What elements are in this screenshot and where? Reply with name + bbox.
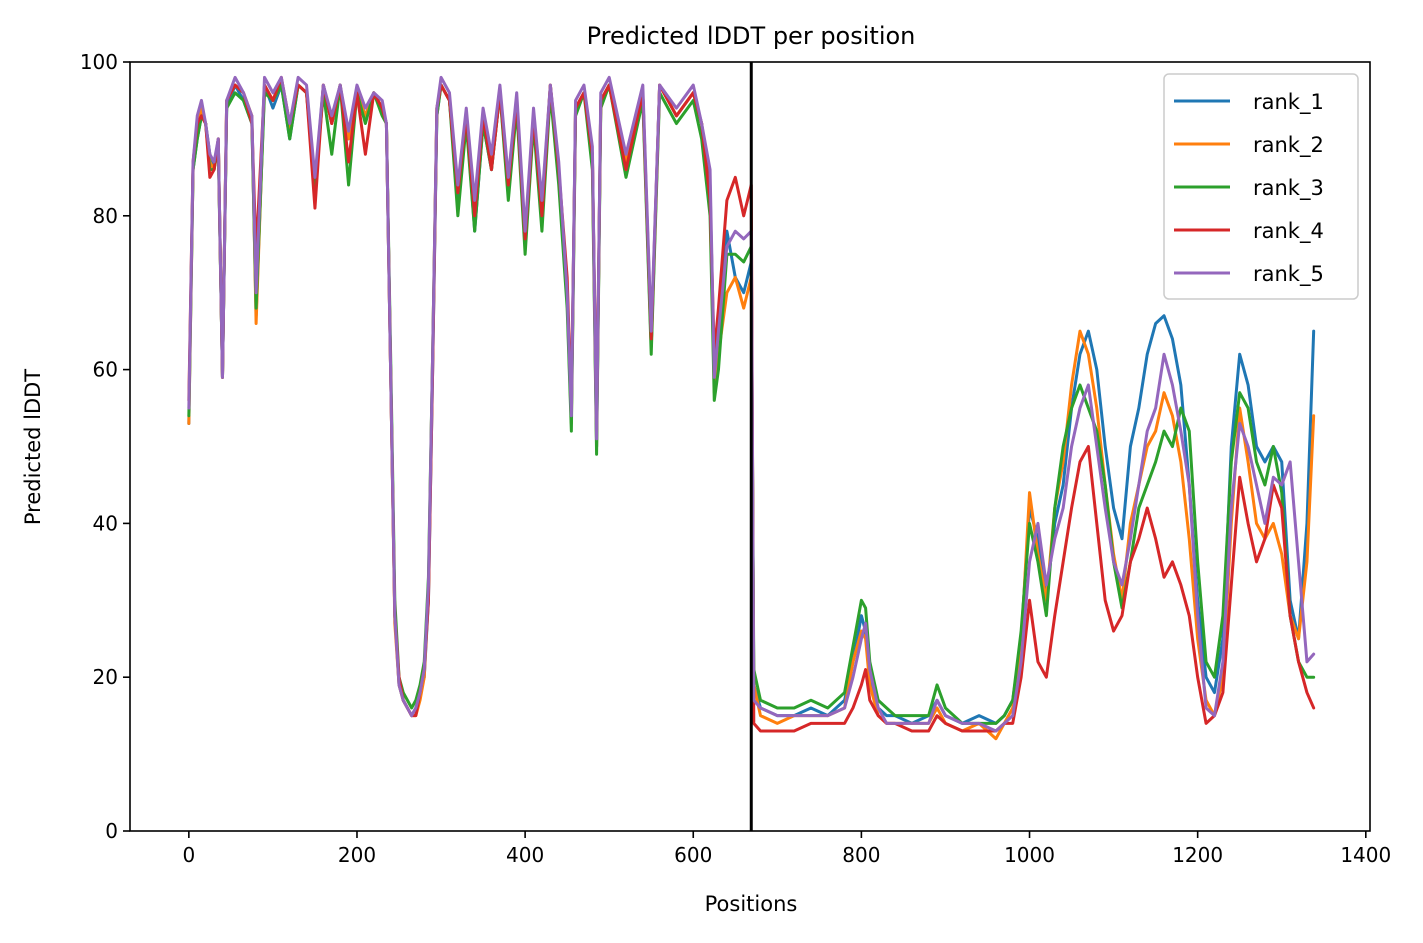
y-tick-label: 100 xyxy=(80,50,118,74)
legend-label-rank-2: rank_2 xyxy=(1253,133,1324,158)
x-tick-label: 200 xyxy=(338,843,376,867)
plot-frame xyxy=(129,61,1371,832)
legend-label-rank-4: rank_4 xyxy=(1253,219,1324,244)
legend-box xyxy=(1163,73,1359,300)
x-tick-label: 1200 xyxy=(1172,843,1223,867)
legend-label-rank-3: rank_3 xyxy=(1253,176,1324,201)
series-line-rank-5 xyxy=(187,75,1316,733)
y-axis-label: Predicted lDDT xyxy=(21,369,45,525)
x-tick-label: 600 xyxy=(674,843,712,867)
x-tick-label: 800 xyxy=(842,843,880,867)
y-tick-label: 20 xyxy=(93,665,118,689)
y-tick-label: 80 xyxy=(93,204,118,228)
series-group xyxy=(187,75,1316,741)
legend-label-rank-1: rank_1 xyxy=(1253,90,1324,115)
legend: rank_1 rank_2 rank_3 rank_4 rank_5 xyxy=(1163,73,1359,300)
y-tick-label: 60 xyxy=(93,358,118,382)
x-tick-label: 0 xyxy=(182,843,195,867)
y-tick-label: 0 xyxy=(105,819,118,843)
legend-label-rank-5: rank_5 xyxy=(1253,262,1324,287)
y-tick-label: 40 xyxy=(93,511,118,535)
x-axis-label: Positions xyxy=(705,892,798,916)
x-tick-label: 1000 xyxy=(1004,843,1055,867)
chart-title: Predicted lDDT per position xyxy=(587,22,916,50)
x-tick-label: 400 xyxy=(506,843,544,867)
x-tick-label: 1400 xyxy=(1340,843,1391,867)
